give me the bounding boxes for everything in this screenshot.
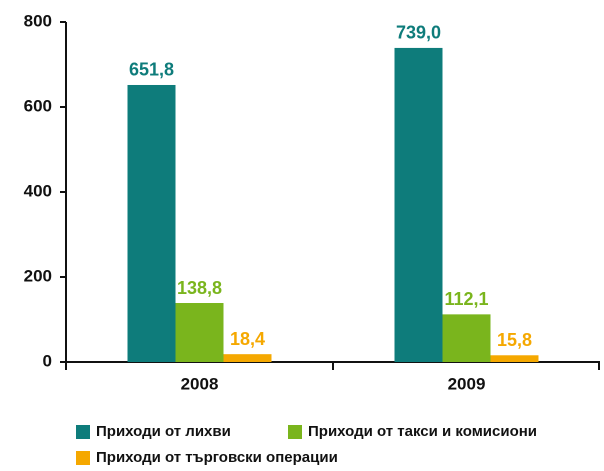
bar	[223, 354, 272, 362]
bar	[490, 355, 539, 362]
legend-label: Приходи от лихви	[96, 423, 231, 440]
value-label: 138,8	[177, 278, 222, 298]
value-label: 15,8	[497, 330, 532, 350]
y-tick-label: 800	[24, 11, 52, 30]
bar	[442, 314, 491, 362]
legend-label: Приходи от такси и комисиони	[308, 423, 537, 440]
bar	[127, 84, 176, 363]
y-tick-label: 0	[43, 351, 52, 370]
legend-swatch	[76, 451, 90, 465]
x-tick-label: 2009	[448, 374, 486, 393]
y-tick-label: 400	[24, 181, 52, 200]
legend-label: Приходи от търговски операции	[96, 449, 338, 466]
y-tick-label: 600	[24, 96, 52, 115]
legend-swatch	[76, 425, 90, 439]
value-label: 18,4	[230, 329, 265, 349]
value-label: 739,0	[396, 23, 441, 43]
x-tick-label: 2008	[181, 374, 219, 393]
legend-swatch	[288, 425, 302, 439]
bar	[394, 47, 443, 363]
y-tick-label: 200	[24, 266, 52, 285]
bar	[175, 303, 224, 362]
value-label: 112,1	[444, 289, 488, 309]
value-label: 651,8	[129, 60, 174, 80]
